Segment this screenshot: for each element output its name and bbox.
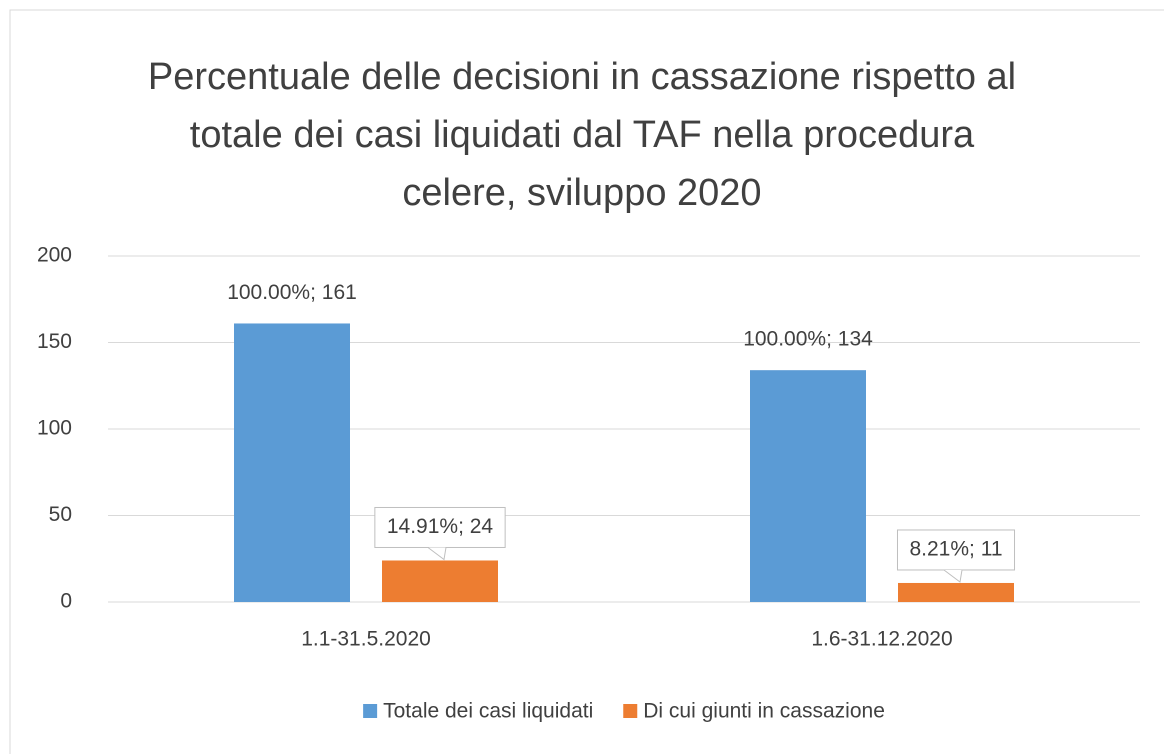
data-label-pointer: [943, 569, 963, 583]
data-label: 8.21%; 11: [909, 538, 1002, 561]
data-label: 100.00%; 161: [227, 281, 357, 304]
x-tick-label: 1.6-31.12.2020: [811, 628, 952, 651]
legend-label: Di cui giunti in cassazione: [643, 700, 885, 723]
bar: [234, 323, 350, 602]
bar: [382, 560, 498, 602]
bar: [898, 582, 1014, 602]
x-tick-label: 1.1-31.5.2020: [301, 628, 431, 651]
y-tick-label: 100: [37, 417, 72, 440]
legend-label: Totale dei casi liquidati: [383, 700, 593, 723]
data-label-box: [896, 529, 1016, 571]
legend-swatch: [623, 704, 638, 718]
legend-swatch: [363, 704, 378, 718]
chart-frame: [9, 9, 1164, 754]
bar: [750, 370, 866, 602]
data-label: 14.91%; 24: [387, 515, 494, 538]
chart-title: Percentuale delle decisioni in cassazion…: [147, 56, 1017, 214]
y-tick-label: 0: [60, 590, 72, 613]
data-label-pointer: [427, 547, 447, 561]
y-tick-label: 50: [49, 503, 72, 526]
y-tick-label: 150: [37, 330, 72, 353]
data-label: 100.00%; 134: [743, 328, 873, 351]
y-tick-label: 200: [37, 244, 72, 267]
